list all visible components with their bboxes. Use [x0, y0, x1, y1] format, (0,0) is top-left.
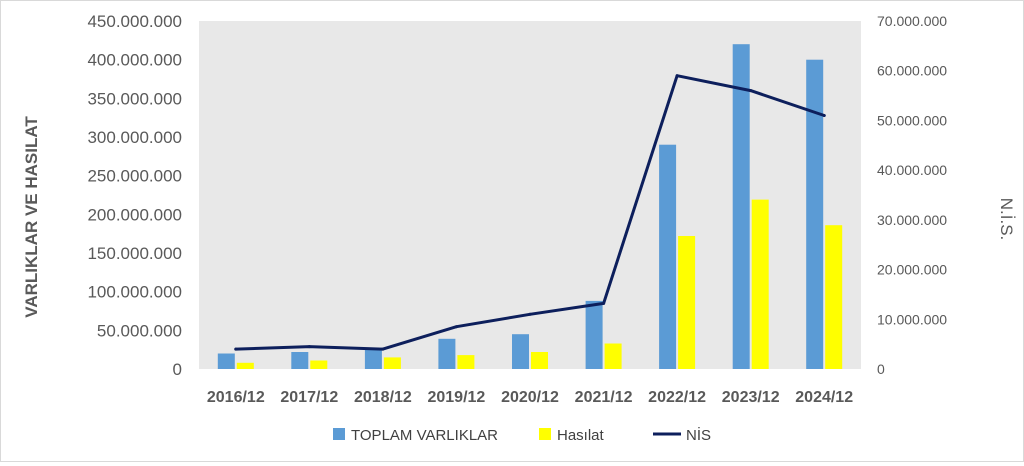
bar-hasilat-6	[678, 236, 696, 369]
x-tick-label: 2018/12	[354, 389, 412, 406]
line-nis-point-7	[749, 89, 753, 93]
plot-area	[199, 21, 861, 369]
bar-hasilat-0	[236, 362, 254, 369]
bar-toplam-varliklar-8	[806, 59, 824, 369]
legend-label-1: Hasılat	[557, 427, 605, 444]
y2-tick-label: 60.000.000	[877, 63, 947, 79]
bar-hasilat-2	[383, 357, 401, 369]
y2-tick-label: 50.000.000	[877, 112, 947, 128]
line-nis-point-6	[675, 74, 679, 78]
y-tick-label: 150.000.000	[87, 244, 182, 263]
y2-tick-label: 30.000.000	[877, 212, 947, 228]
y-tick-label: 100.000.000	[87, 283, 182, 302]
y-tick-label: 350.000.000	[87, 89, 182, 108]
y-tick-label: 200.000.000	[87, 205, 182, 224]
line-nis-point-3	[454, 325, 458, 329]
bar-hasilat-8	[825, 225, 843, 369]
bar-toplam-varliklar-0	[217, 353, 235, 369]
legend-swatch-1	[539, 428, 551, 440]
y-tick-label: 50.000.000	[97, 321, 182, 340]
x-tick-label: 2017/12	[280, 389, 338, 406]
x-tick-label: 2020/12	[501, 389, 559, 406]
x-tick-label: 2023/12	[722, 389, 780, 406]
bar-hasilat-7	[751, 199, 769, 369]
x-tick-label: 2021/12	[575, 389, 633, 406]
y-tick-label: 250.000.000	[87, 167, 182, 186]
legend-swatch-0	[333, 428, 345, 440]
bar-hasilat-3	[457, 355, 475, 369]
legend-label-2: NİS	[686, 426, 711, 444]
y-tick-label: 450.000.000	[87, 12, 182, 31]
bar-toplam-varliklar-6	[659, 144, 677, 369]
y-tick-label: 300.000.000	[87, 128, 182, 147]
bar-toplam-varliklar-5	[585, 300, 603, 369]
y2-tick-label: 70.000.000	[877, 13, 947, 29]
legend: TOPLAM VARLIKLAR Hasılat NİS	[333, 426, 711, 444]
bar-toplam-varliklar-3	[438, 338, 456, 369]
bar-hasilat-4	[531, 352, 548, 369]
y2-tick-label: 0	[877, 361, 885, 377]
line-nis-point-4	[528, 312, 532, 316]
line-nis-point-2	[381, 347, 385, 351]
bar-toplam-varliklar-4	[512, 334, 529, 369]
line-nis-point-0	[234, 347, 238, 351]
x-tick-label: 2019/12	[427, 389, 485, 406]
y2-tick-label: 20.000.000	[877, 262, 947, 278]
y2-axis-label: N.İ.S.	[997, 198, 1016, 241]
y2-tick-label: 40.000.000	[877, 162, 947, 178]
y-tick-label: 0	[173, 360, 182, 379]
bar-hasilat-1	[310, 360, 328, 369]
bar-toplam-varliklar-1	[291, 352, 309, 369]
x-tick-label: 2022/12	[648, 389, 706, 406]
x-tick-label: 2024/12	[795, 389, 853, 406]
line-nis-point-1	[307, 345, 311, 349]
line-nis-point-5	[602, 301, 606, 305]
y-tick-label: 400.000.000	[87, 51, 182, 70]
legend-label-0: TOPLAM VARLIKLAR	[351, 427, 498, 444]
bar-toplam-varliklar-2	[364, 348, 382, 369]
y2-tick-label: 10.000.000	[877, 311, 947, 327]
x-tick-label: 2016/12	[207, 389, 265, 406]
line-nis-point-8	[822, 114, 826, 117]
bar-toplam-varliklar-7	[732, 44, 750, 369]
bar-hasilat-5	[604, 343, 622, 369]
y-axis-label: VARLIKLAR VE HASILAT	[22, 116, 41, 318]
